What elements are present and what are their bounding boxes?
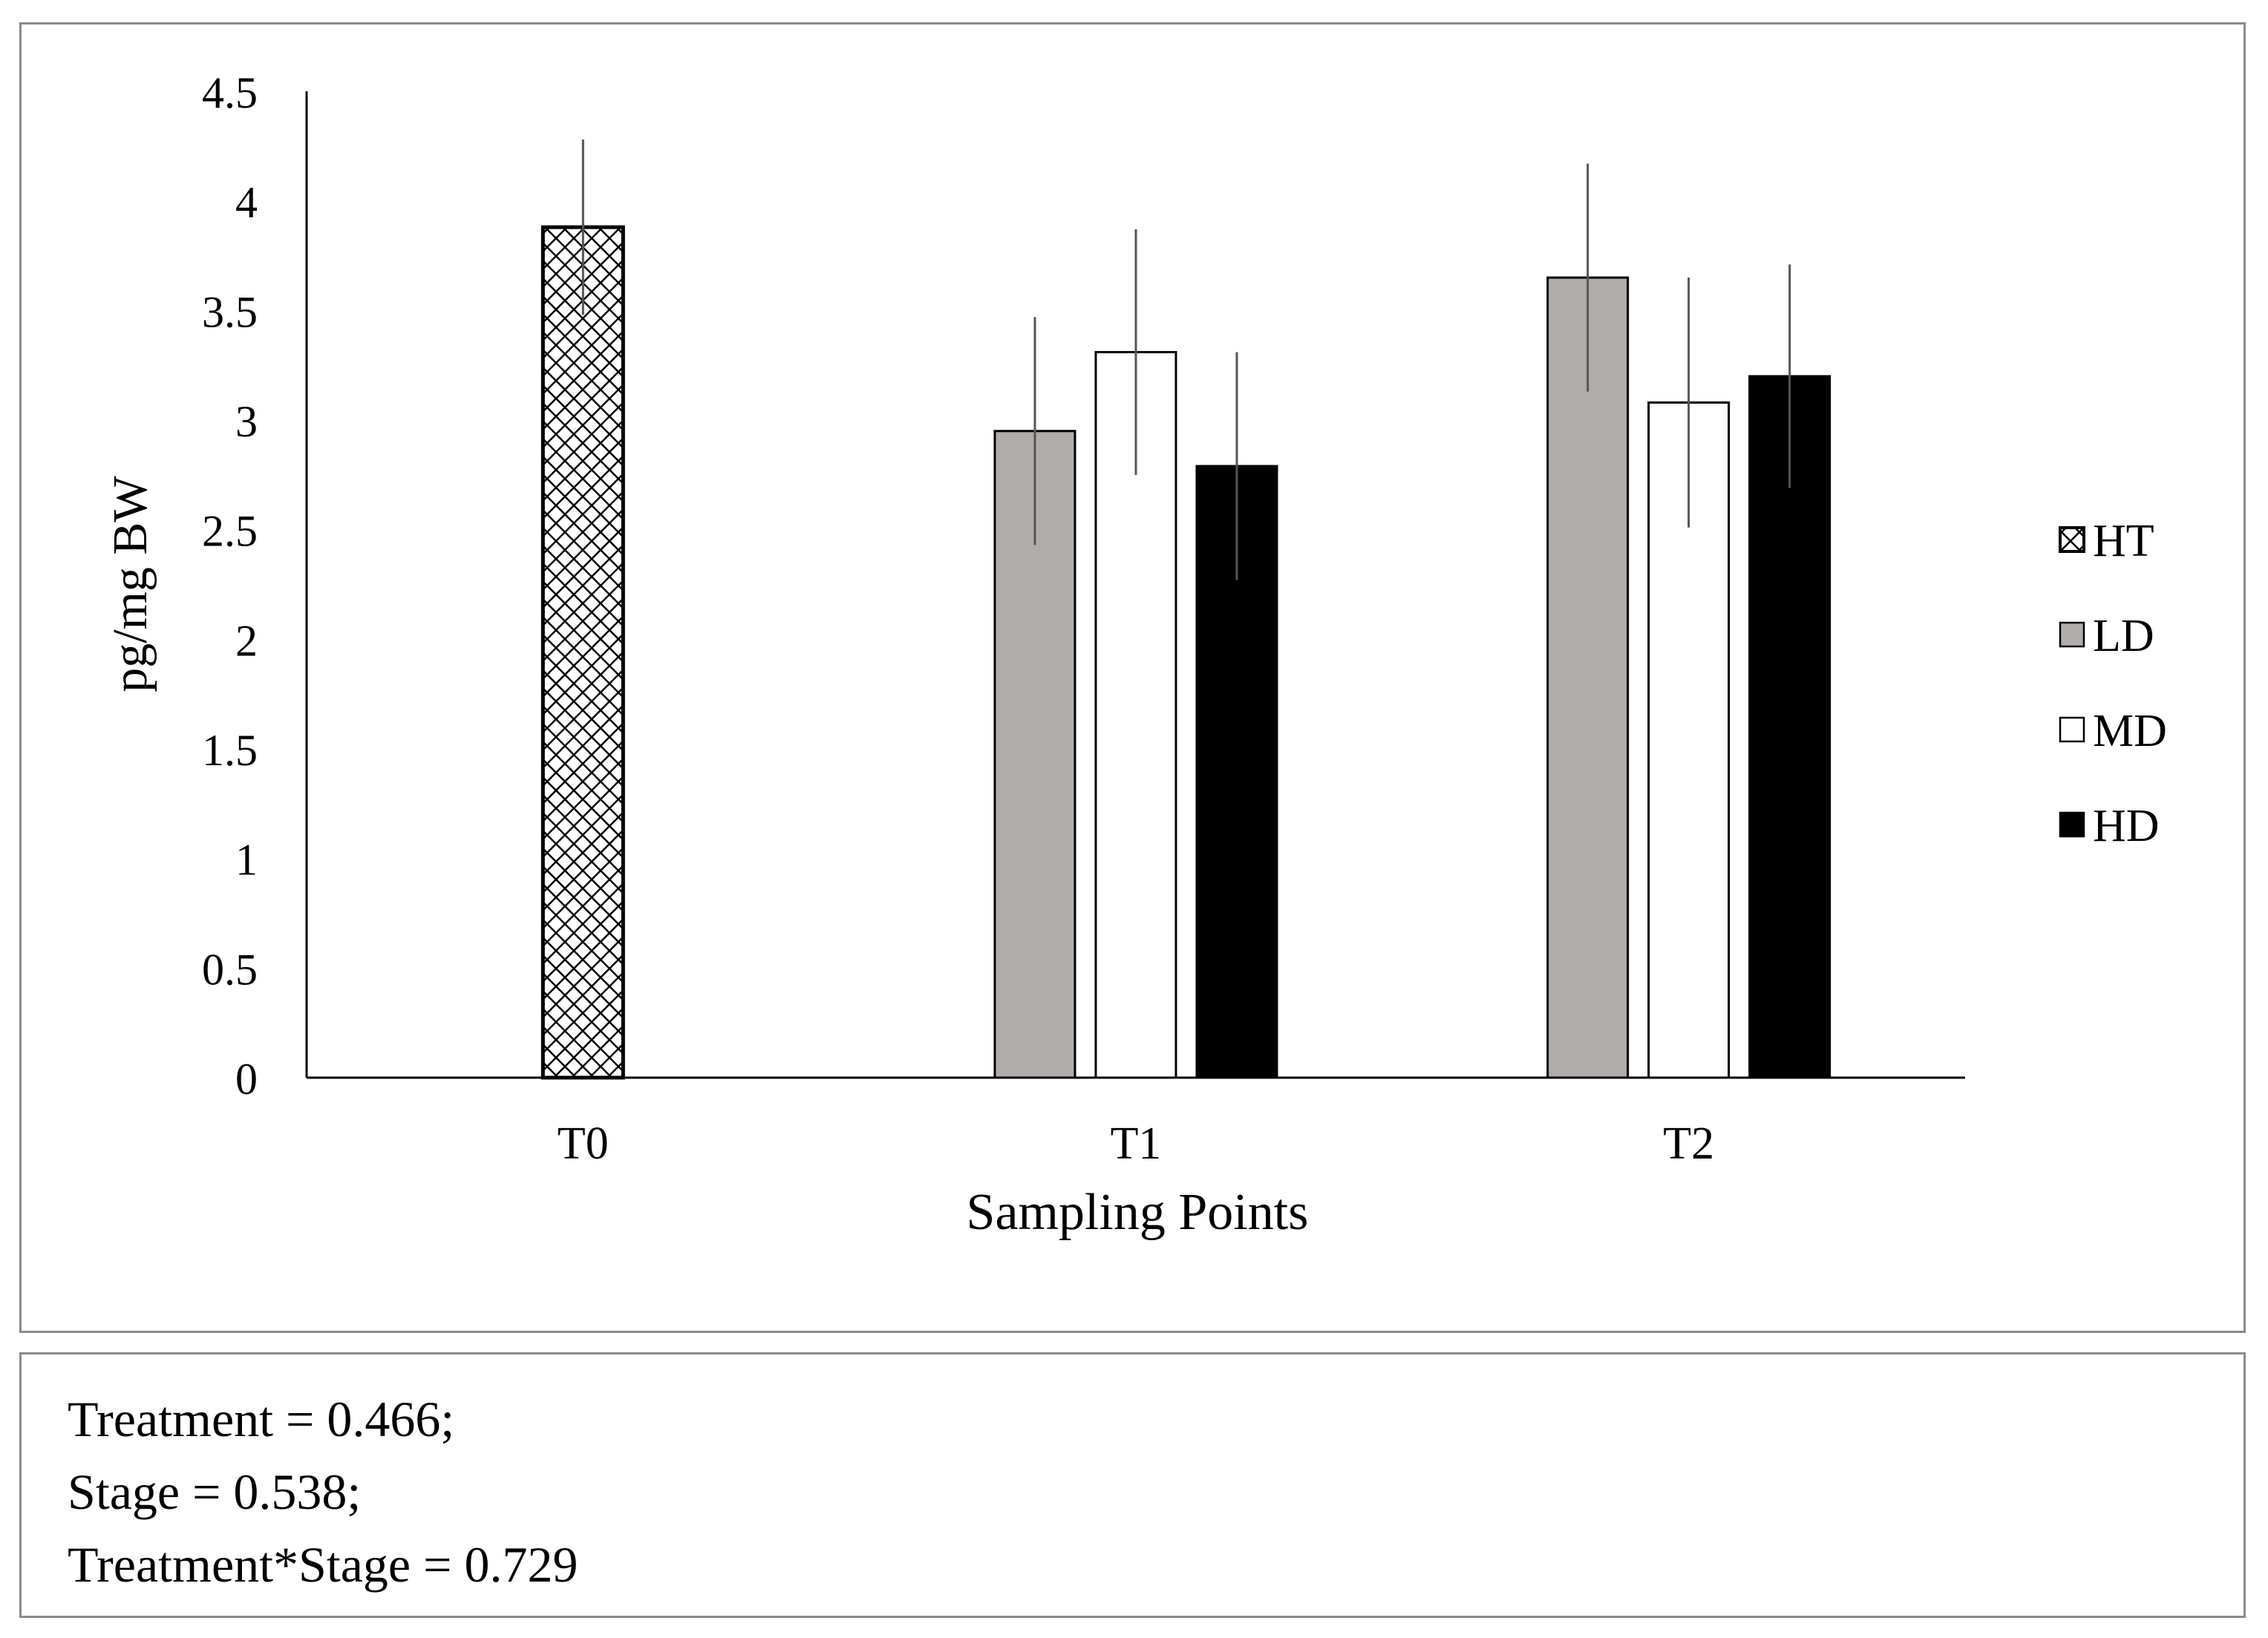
stat-treatment: Treatment = 0.466; [68, 1391, 455, 1447]
bar-chart: 0 0.5 1 1.5 2 2.5 3 3.5 4 4.5 T0 T1 T2 pg/mg BW Sam… [103, 68, 2167, 1241]
legend-swatch-ld [2059, 621, 2085, 648]
y-tick-label: 4.5 [202, 68, 258, 117]
x-tick-label: T0 [558, 1118, 609, 1169]
bar-ht-t0 [540, 225, 625, 1080]
legend-swatch-hd [2059, 811, 2085, 838]
y-axis-label: pg/mg BW [103, 476, 157, 692]
x-tick-label: T1 [1111, 1118, 1162, 1169]
y-tick-label: 1 [235, 836, 258, 885]
y-tick-label: 0 [235, 1055, 258, 1104]
legend-label-md: MD [2093, 706, 2167, 756]
legend: HT LD MD HD [2059, 516, 2167, 851]
statistics-panel: Treatment = 0.466; Stage = 0.538; Treatm… [19, 1352, 2246, 1618]
x-axis-label: Sampling Points [967, 1184, 1309, 1241]
y-tick-label: 2 [235, 616, 258, 665]
y-tick-label: 4 [235, 178, 258, 227]
legend-swatch-ht [2059, 526, 2085, 553]
legend-swatch-md [2059, 716, 2085, 743]
legend-label-ld: LD [2093, 611, 2154, 661]
y-tick-label: 1.5 [202, 726, 258, 775]
bar-ld-t2 [1546, 276, 1630, 1079]
y-tick-label: 3 [235, 397, 258, 446]
stat-stage: Stage = 0.538; [68, 1464, 362, 1520]
legend-label-ht: HT [2093, 516, 2154, 566]
legend-label-hd: HD [2093, 801, 2160, 851]
chart-panel: 0 0.5 1 1.5 2 2.5 3 3.5 4 4.5 T0 T1 T2 pg/mg BW Sam… [19, 22, 2246, 1333]
y-tick-label: 3.5 [202, 287, 258, 336]
x-tick-label: T2 [1663, 1118, 1714, 1169]
y-tick-label: 0.5 [202, 945, 258, 994]
stat-treatment-stage: Treatment*Stage = 0.729 [68, 1536, 578, 1593]
y-tick-label: 2.5 [202, 507, 258, 556]
